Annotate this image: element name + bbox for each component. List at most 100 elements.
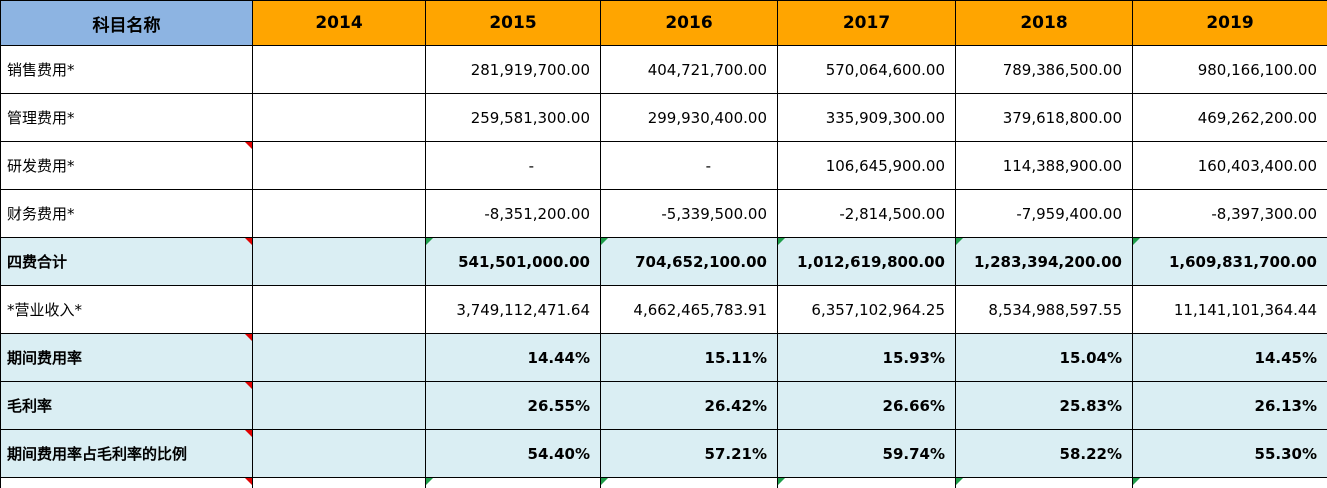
row-label-cell[interactable]: 期间费用率 xyxy=(0,333,253,382)
value-cell[interactable]: 25.83% xyxy=(955,381,1133,430)
value-cell[interactable]: -8,397,300.00 xyxy=(1132,189,1327,238)
formula-check-icon xyxy=(426,238,433,245)
row-label-cell[interactable]: 期间费用率占毛利率的比例 xyxy=(0,429,253,478)
value-cell[interactable]: -8,351,200.00 xyxy=(425,189,601,238)
value-cell[interactable]: 335,909,300.00 xyxy=(777,93,956,142)
value-cell[interactable]: 1,283,394,200.00 xyxy=(955,237,1133,286)
value-cell[interactable] xyxy=(252,93,426,142)
comment-indicator-icon xyxy=(245,430,252,437)
value-cell[interactable] xyxy=(252,285,426,334)
value-cell[interactable]: 106,645,900.00 xyxy=(777,141,956,190)
header-year-2015[interactable]: 2015 xyxy=(425,0,601,46)
value-cell[interactable]: 1,012,619,800.00 xyxy=(777,237,956,286)
value-cell[interactable]: 541,501,000.00 xyxy=(425,237,601,286)
value-cell[interactable]: 570,064,600.00 xyxy=(777,45,956,94)
header-year-2017[interactable]: 2017 xyxy=(777,0,956,46)
value-cell[interactable]: -7,959,400.00 xyxy=(955,189,1133,238)
row-label-cell[interactable]: 销售费用* xyxy=(0,45,253,94)
value-cell[interactable]: 26.42% xyxy=(600,381,778,430)
header-year-2014[interactable]: 2014 xyxy=(252,0,426,46)
formula-check-icon xyxy=(1133,238,1140,245)
value-cell[interactable]: 8,534,988,597.55 xyxy=(955,285,1133,334)
row-label-cell[interactable]: *营业收入* xyxy=(0,285,253,334)
row-label-text: 期间费用率 xyxy=(7,349,83,367)
value-cell[interactable]: 281,919,700.00 xyxy=(425,45,601,94)
value-cell[interactable]: 114,388,900.00 xyxy=(955,141,1133,190)
row-label-cell[interactable]: 财务费用* xyxy=(0,189,253,238)
row-label-cell[interactable]: 研发费用* xyxy=(0,141,253,190)
value-cell[interactable]: 160,403,400.00 xyxy=(1132,141,1327,190)
value-cell[interactable]: 1,609,831,700.00 xyxy=(1132,237,1327,286)
formula-check-icon xyxy=(956,238,963,245)
row-label-cell[interactable] xyxy=(0,477,253,488)
comment-indicator-icon xyxy=(245,334,252,341)
header-year-2016[interactable]: 2016 xyxy=(600,0,778,46)
value-cell[interactable]: 15.93% xyxy=(777,333,956,382)
table-row-four-expense-total: 四费合计 541,501,000.00 704,652,100.00 1,012… xyxy=(0,237,1327,286)
value-cell[interactable] xyxy=(777,477,956,488)
value-cell[interactable]: -2,814,500.00 xyxy=(777,189,956,238)
formula-check-icon xyxy=(426,478,433,485)
value-cell[interactable]: 3,749,112,471.64 xyxy=(425,285,601,334)
value-cell[interactable] xyxy=(1132,477,1327,488)
row-label-cell[interactable]: 毛利率 xyxy=(0,381,253,430)
value-cell[interactable] xyxy=(252,237,426,286)
value-cell[interactable]: - xyxy=(425,141,601,190)
row-label-text: 毛利率 xyxy=(7,397,53,415)
value-cell[interactable]: 11,141,101,364.44 xyxy=(1132,285,1327,334)
value-text: 1,609,831,700.00 xyxy=(1168,252,1317,271)
value-cell[interactable] xyxy=(252,189,426,238)
formula-check-icon xyxy=(601,238,608,245)
value-cell[interactable]: -5,339,500.00 xyxy=(600,189,778,238)
value-cell[interactable]: 26.66% xyxy=(777,381,956,430)
value-cell[interactable]: 55.30% xyxy=(1132,429,1327,478)
value-cell[interactable]: 379,618,800.00 xyxy=(955,93,1133,142)
value-text: 541,501,000.00 xyxy=(458,252,590,271)
header-year-2018[interactable]: 2018 xyxy=(955,0,1133,46)
comment-indicator-icon xyxy=(245,382,252,389)
value-cell[interactable]: 14.44% xyxy=(425,333,601,382)
value-cell[interactable] xyxy=(425,477,601,488)
header-subject-cell[interactable]: 科目名称 xyxy=(0,0,253,46)
header-year-2019[interactable]: 2019 xyxy=(1132,0,1327,46)
value-cell[interactable]: 469,262,200.00 xyxy=(1132,93,1327,142)
value-cell[interactable]: 59.74% xyxy=(777,429,956,478)
value-cell[interactable]: 299,930,400.00 xyxy=(600,93,778,142)
value-cell[interactable] xyxy=(252,429,426,478)
table-row-admin-expense: 管理费用* 259,581,300.00 299,930,400.00 335,… xyxy=(0,93,1327,142)
value-cell[interactable]: 404,721,700.00 xyxy=(600,45,778,94)
value-cell[interactable] xyxy=(252,45,426,94)
comment-indicator-icon xyxy=(245,142,252,149)
row-label-cell[interactable]: 四费合计 xyxy=(0,237,253,286)
value-cell[interactable]: 57.21% xyxy=(600,429,778,478)
value-cell[interactable]: 26.55% xyxy=(425,381,601,430)
value-cell[interactable]: 4,662,465,783.91 xyxy=(600,285,778,334)
table-row-finance-expense: 财务费用* -8,351,200.00 -5,339,500.00 -2,814… xyxy=(0,189,1327,238)
value-cell[interactable] xyxy=(252,141,426,190)
value-cell[interactable] xyxy=(252,381,426,430)
value-cell[interactable] xyxy=(252,333,426,382)
value-cell[interactable]: 259,581,300.00 xyxy=(425,93,601,142)
table-row-selling-expense: 销售费用* 281,919,700.00 404,721,700.00 570,… xyxy=(0,45,1327,94)
row-label-text: 四费合计 xyxy=(7,253,68,271)
value-cell[interactable]: 980,166,100.00 xyxy=(1132,45,1327,94)
table-row-rd-expense: 研发费用* - - 106,645,900.00 114,388,900.00 … xyxy=(0,141,1327,190)
value-cell[interactable]: 6,357,102,964.25 xyxy=(777,285,956,334)
value-cell[interactable]: 15.11% xyxy=(600,333,778,382)
value-cell[interactable] xyxy=(600,477,778,488)
table-row-period-expense-ratio: 期间费用率 14.44% 15.11% 15.93% 15.04% 14.45% xyxy=(0,333,1327,382)
formula-check-icon xyxy=(778,238,785,245)
value-cell[interactable] xyxy=(252,477,426,488)
value-cell[interactable]: 704,652,100.00 xyxy=(600,237,778,286)
value-cell[interactable]: - xyxy=(600,141,778,190)
formula-check-icon xyxy=(956,478,963,485)
value-cell[interactable]: 26.13% xyxy=(1132,381,1327,430)
value-cell[interactable] xyxy=(955,477,1133,488)
value-cell[interactable]: 58.22% xyxy=(955,429,1133,478)
value-cell[interactable]: 789,386,500.00 xyxy=(955,45,1133,94)
value-cell[interactable]: 15.04% xyxy=(955,333,1133,382)
value-cell[interactable]: 14.45% xyxy=(1132,333,1327,382)
value-cell[interactable]: 54.40% xyxy=(425,429,601,478)
value-text: 704,652,100.00 xyxy=(635,252,767,271)
row-label-cell[interactable]: 管理费用* xyxy=(0,93,253,142)
